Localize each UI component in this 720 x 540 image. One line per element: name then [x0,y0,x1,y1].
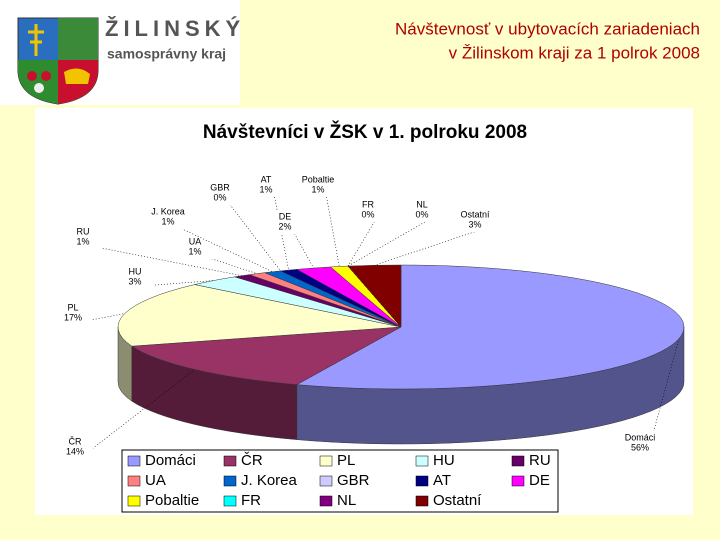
data-label-name: DE [279,211,292,221]
data-label-name: J. Korea [151,206,185,216]
legend-swatch [223,475,237,487]
data-label-name: Ostatní [460,209,490,219]
legend-label: FR [241,492,261,509]
data-label-value: 3% [468,219,481,229]
data-label-value: 0% [415,209,428,219]
leader-line [227,201,281,272]
legend-swatch [511,455,525,467]
legend-label: Ostatní [433,492,482,509]
data-label-bg [267,210,303,234]
data-label-bg [65,225,101,249]
data-label-name: NL [416,199,428,209]
chart-title: Návštevníci v ŽSK v 1. polroku 2008 [203,121,527,143]
legend-label: ČR [241,452,263,469]
data-label-value: 1% [259,184,272,194]
data-label-name: GBR [210,182,230,192]
data-label-name: FR [362,199,374,209]
legend-swatch [319,475,333,487]
data-label-value: 1% [311,184,324,194]
pie-slice [117,284,402,347]
leader-line [273,193,289,271]
data-label-value: 1% [161,216,174,226]
data-label-value: 17% [64,312,82,322]
legend-swatch [319,495,333,507]
legend-swatch [127,475,141,487]
data-label-value: 1% [76,236,89,246]
legend-label: AT [433,472,451,489]
data-label-bg [404,198,440,222]
data-label-bg [350,198,386,222]
slide-title: Návštevnosť v ubytovacích zariadeniach [395,19,700,38]
data-label-bg [177,235,213,259]
data-label-bg [248,173,284,197]
data-label-bg [117,265,153,289]
data-label-value: 0% [361,209,374,219]
leader-line [347,218,377,267]
leader-line [325,193,340,267]
legend-label: DE [529,472,550,489]
data-label-bg [300,173,336,197]
data-label-bg [622,431,658,455]
slide-title: v Žilinskom kraji za 1 polrok 2008 [449,43,700,62]
legend-swatch [415,455,429,467]
legend-swatch [223,455,237,467]
legend-label: UA [145,472,166,489]
data-label-value: 1% [188,246,201,256]
data-label-value: 2% [278,221,291,231]
data-label-bg [55,301,91,325]
legend-label: NL [337,492,356,509]
data-label-value: 56% [631,442,649,452]
logo-title: ŽILINSKÝ [105,16,245,41]
data-label-name: RU [77,226,90,236]
legend-label: Domáci [145,452,196,469]
legend-swatch [511,475,525,487]
legend-label: J. Korea [241,472,298,489]
leader-line [374,228,484,266]
legend-swatch [415,475,429,487]
leader-line [292,230,314,269]
legend [121,449,559,513]
logo-shield [17,17,99,105]
data-label-bg [202,181,238,205]
data-label-value: 14% [66,446,84,456]
legend-swatch [127,495,141,507]
legend-label: PL [337,452,355,469]
legend-label: RU [529,452,551,469]
data-label-value: 3% [128,276,141,286]
legend-label: HU [433,452,455,469]
data-label-name: UA [189,236,202,246]
data-label-bg [57,435,93,459]
data-label-name: Pobaltie [302,174,335,184]
data-label-name: AT [261,174,272,184]
data-label-name: Domáci [625,432,656,442]
logo-subtitle: samosprávny kraj [107,46,226,62]
legend-swatch [127,455,141,467]
legend-label: Pobaltie [145,492,199,509]
leader-line [82,369,195,457]
data-label-value: 0% [213,192,226,202]
legend-swatch [223,495,237,507]
pie-slice [295,264,685,390]
data-label-name: ČR [69,436,82,446]
data-label-bg [150,205,186,229]
legend-swatch [415,495,429,507]
legend-swatch [319,455,333,467]
data-label-bg [457,208,493,232]
data-label-name: HU [129,266,142,276]
leader-line [347,218,431,267]
legend-label: GBR [337,472,370,489]
data-label-name: PL [67,302,78,312]
